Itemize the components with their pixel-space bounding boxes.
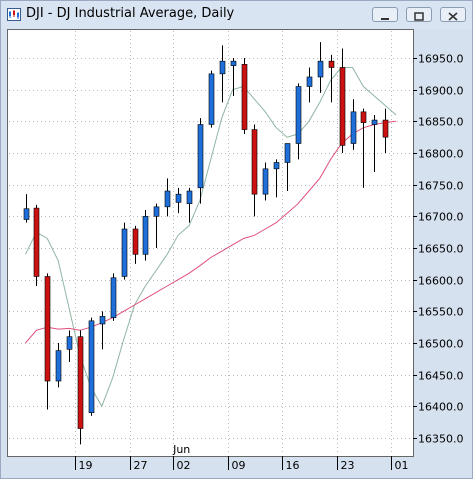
candle-up — [306, 76, 313, 87]
restore-button[interactable] — [406, 7, 432, 22]
candle-up — [284, 143, 291, 163]
y-tick-label: 16400.0 — [418, 401, 464, 414]
candle-down — [339, 67, 346, 146]
window-title: DJI - DJ Industrial Average, Daily — [26, 6, 235, 21]
candle-up — [88, 320, 95, 413]
candle-up — [66, 336, 73, 350]
minimize-button[interactable] — [372, 7, 398, 22]
candle-up — [295, 86, 302, 144]
candle-down — [132, 228, 139, 255]
month-label: Jun — [172, 443, 190, 456]
candle-up — [317, 60, 324, 78]
candle-down — [360, 111, 367, 123]
x-tick-label: 01 — [395, 459, 409, 472]
candle-up — [371, 119, 378, 125]
ma-fast-line — [25, 67, 397, 408]
candle-up — [121, 228, 128, 277]
x-tick-label: 19 — [79, 459, 93, 472]
title-bar[interactable]: DJI - DJ Industrial Average, Daily — [1, 1, 472, 29]
minimize-icon — [381, 18, 389, 20]
candle-up — [197, 124, 204, 189]
candle-up — [208, 73, 215, 125]
candle-up — [262, 168, 269, 195]
y-tick-label: 16450.0 — [418, 370, 464, 383]
x-tick-label: 16 — [286, 459, 300, 472]
y-tick-label: 16700.0 — [418, 211, 464, 224]
y-tick-label: 16600.0 — [418, 275, 464, 288]
y-tick-label: 16350.0 — [418, 433, 464, 446]
y-tick-label: 16850.0 — [418, 116, 464, 129]
x-tick-label: 02 — [177, 459, 191, 472]
ma-slow-line — [25, 120, 397, 344]
candle-up — [55, 350, 62, 382]
y-tick-label: 16950.0 — [418, 53, 464, 66]
candle-up — [99, 316, 106, 325]
y-tick-label: 16550.0 — [418, 306, 464, 319]
candle-up — [164, 190, 171, 208]
candle-down — [44, 276, 51, 382]
candle-down — [33, 207, 40, 277]
candle-up — [153, 206, 160, 217]
x-tick-label: 27 — [134, 459, 148, 472]
candle-up — [273, 162, 280, 170]
y-tick-label: 16650.0 — [418, 243, 464, 256]
close-icon — [448, 12, 458, 21]
candle-up — [219, 60, 226, 75]
candle-up — [175, 193, 182, 203]
candle-up — [186, 190, 193, 204]
candle-up — [110, 277, 117, 318]
candle-down — [328, 60, 335, 68]
y-tick-label: 16800.0 — [418, 148, 464, 161]
candle-up — [230, 60, 237, 66]
candle-up — [350, 111, 357, 144]
y-tick-label: 16500.0 — [418, 338, 464, 351]
candle-down — [251, 129, 258, 195]
candle-up — [23, 208, 30, 220]
candle-down — [77, 336, 84, 429]
y-tick-label: 16900.0 — [418, 85, 464, 98]
chart-icon — [7, 8, 21, 21]
candle-down — [382, 119, 389, 138]
x-tick-label: 23 — [341, 459, 355, 472]
restore-icon — [414, 12, 424, 21]
candle-down — [241, 64, 248, 130]
close-button[interactable] — [440, 7, 466, 22]
x-tick-label: 09 — [232, 459, 246, 472]
y-tick-label: 16750.0 — [418, 180, 464, 193]
candle-up — [142, 216, 149, 255]
